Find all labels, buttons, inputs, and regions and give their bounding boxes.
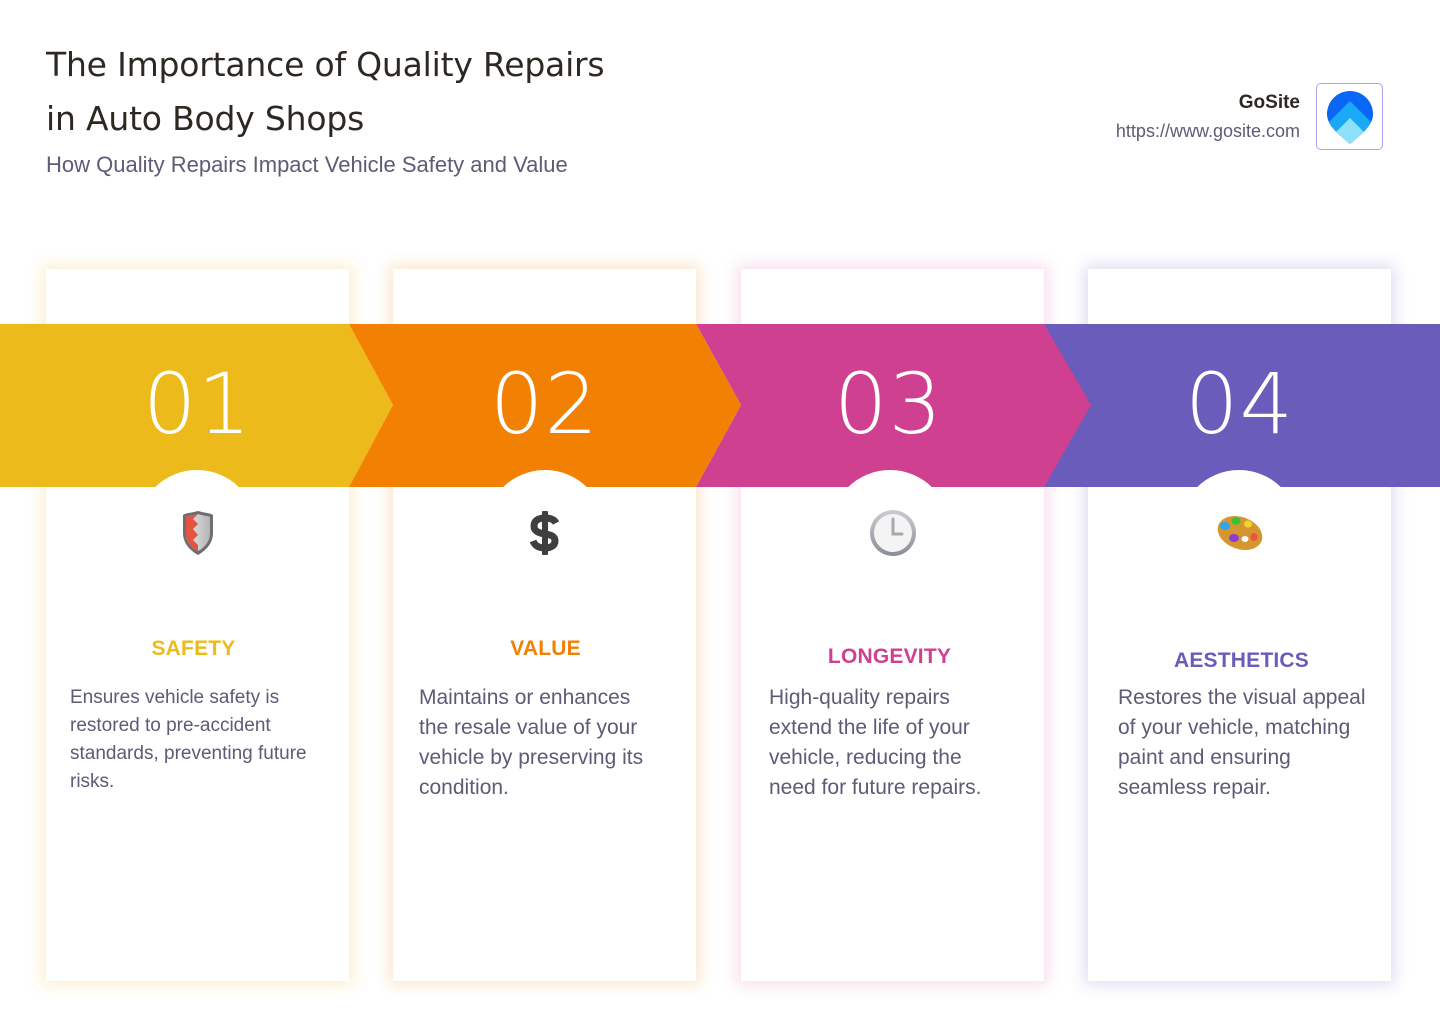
brand-url[interactable]: https://www.gosite.com: [1115, 121, 1300, 141]
step-title-value: VALUE: [510, 637, 581, 660]
step-description-longevity: High-quality repairs extend the life of …: [769, 686, 982, 799]
page-title: The Importance of Quality Repairs in Aut…: [46, 45, 605, 138]
chevron-step-4: [1044, 324, 1440, 487]
step-number: 03: [834, 354, 943, 453]
step-icon-slot: [1088, 505, 1391, 561]
chevron-step-3: [696, 324, 1091, 487]
dollar-icon: [529, 511, 559, 555]
brand-logo: [1316, 83, 1383, 150]
step-number: 04: [1185, 354, 1294, 453]
page-subtitle: How Quality Repairs Impact Vehicle Safet…: [46, 152, 568, 177]
step-title-aesthetics: AESTHETICS: [1173, 649, 1309, 672]
step-icon-slot: [741, 505, 1044, 561]
clock-icon: [869, 510, 916, 556]
step-description-aesthetics: Restores the visual appeal of your vehic…: [1118, 686, 1366, 799]
chevron-step-2: [349, 324, 741, 487]
chevron-step-1: [0, 324, 393, 487]
step-icon-slot: [46, 505, 349, 561]
gosite-logo-icon: [1326, 90, 1373, 144]
step-title-longevity: LONGEVITY: [827, 645, 952, 668]
step-description-safety: Ensures vehicle safety is restored to pr…: [70, 687, 307, 792]
step-title-safety: SAFETY: [151, 637, 236, 660]
brand-name: GoSite: [1238, 92, 1300, 113]
step-number: 02: [490, 354, 599, 453]
palette-icon: [1217, 516, 1262, 550]
brand-block: GoSite https://www.gosite.com: [1116, 90, 1300, 144]
step-number: 01: [143, 354, 252, 453]
step-description-value: Maintains or enhances the resale value o…: [419, 686, 644, 799]
step-icon-slot: [393, 505, 696, 561]
shield-icon: [182, 511, 213, 555]
chevron-band: [0, 324, 1440, 487]
